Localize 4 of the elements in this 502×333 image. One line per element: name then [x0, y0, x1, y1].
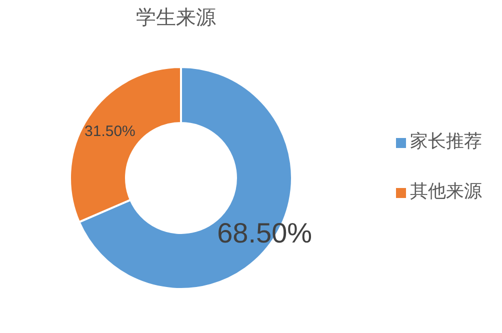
legend-label: 其他来源: [410, 180, 482, 202]
data-label: 31.50%: [84, 122, 136, 140]
chart-title: 学生来源: [135, 4, 217, 31]
legend-label: 家长推荐: [410, 130, 482, 152]
